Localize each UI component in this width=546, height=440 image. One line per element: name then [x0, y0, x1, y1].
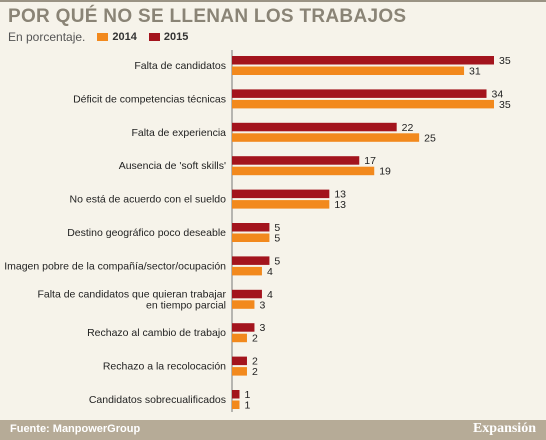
value-label-2015: 3	[259, 322, 265, 334]
legend-item-2015: 2015	[148, 31, 189, 43]
bar-2014	[232, 99, 494, 109]
bar-2015	[232, 56, 494, 65]
bar-2014	[232, 166, 375, 176]
legend-label-2015: 2015	[163, 31, 189, 43]
value-label-2014: 31	[469, 66, 481, 78]
bar-2014	[232, 266, 262, 276]
category-label: Imagen pobre de la compañía/sector/ocupa…	[4, 260, 226, 272]
value-label-2015: 34	[492, 88, 504, 100]
bar-2015	[232, 156, 360, 165]
bar-2015	[232, 390, 240, 399]
bar-2015	[232, 256, 270, 265]
category-label: Ausencia de 'soft skills'	[119, 160, 226, 172]
value-label-2014: 1	[244, 400, 250, 412]
chart-subtitle: En porcentaje.	[8, 30, 86, 44]
legend-item-2014: 2014	[97, 31, 137, 43]
value-label-2014: 4	[267, 266, 273, 278]
category-label: Déficit de competencias técnicas	[73, 93, 226, 105]
value-label-2015: 5	[274, 255, 280, 267]
value-label-2015: 1	[244, 389, 250, 401]
source-note: Fuente: ManpowerGroup	[10, 423, 141, 435]
subtitle-row: En porcentaje. 2014 2015	[8, 29, 188, 45]
value-label-2014: 3	[259, 299, 265, 311]
value-label-2014: 19	[379, 166, 391, 178]
value-label-2015: 35	[499, 55, 511, 67]
category-label: Destino geográfico poco deseable	[67, 227, 226, 239]
value-label-2014: 35	[499, 99, 511, 111]
chart-title: POR QUÉ NO SE LLENAN LOS TRABAJOS	[8, 6, 407, 27]
value-label-2014: 5	[274, 233, 280, 245]
category-label: Falta de candidatos que quieran trabajar…	[37, 288, 226, 311]
value-label-2014: 25	[424, 132, 436, 144]
bar-2015	[232, 356, 247, 366]
bar-2014	[232, 200, 330, 209]
bar-2014	[232, 333, 247, 343]
footer-bar: Fuente: ManpowerGroup Expansión	[0, 420, 546, 440]
value-label-2015: 2	[252, 356, 258, 368]
value-label-2015: 13	[334, 189, 346, 201]
bar-2015	[232, 189, 330, 199]
top-rule	[0, 0, 546, 2]
bar-2014	[232, 66, 465, 75]
bar-2014	[232, 300, 255, 309]
value-label-2015: 5	[274, 222, 280, 234]
value-label-2015: 4	[267, 289, 273, 301]
value-label-2015: 17	[364, 155, 376, 167]
value-label-2014: 2	[252, 366, 258, 378]
category-label: Falta de experiencia	[131, 127, 226, 139]
value-label-2014: 13	[334, 199, 346, 211]
bar-2015	[232, 223, 270, 232]
bar-2015	[232, 122, 397, 132]
legend-label-2014: 2014	[112, 31, 137, 43]
bar-2014	[232, 400, 240, 409]
category-label: Rechazo al cambio de trabajo	[87, 327, 226, 339]
category-label: Falta de candidatos	[134, 60, 226, 72]
bar-2014	[232, 233, 270, 242]
bar-2015	[232, 89, 487, 98]
brand-logo: Expansión	[472, 421, 536, 436]
category-label: No está de acuerdo con el sueldo	[70, 194, 227, 206]
bar-2015	[232, 323, 255, 332]
legend-swatch-2015	[148, 33, 160, 41]
legend-swatch-2014	[97, 33, 109, 41]
bar-2014	[232, 367, 247, 376]
category-label: Rechazo a la recolocación	[103, 361, 226, 373]
bar-2015	[232, 289, 262, 299]
bar-2014	[232, 133, 420, 142]
category-label: Candidatos sobrecualificados	[89, 394, 226, 406]
value-label-2015: 22	[402, 122, 414, 134]
value-label-2014: 2	[252, 333, 258, 345]
